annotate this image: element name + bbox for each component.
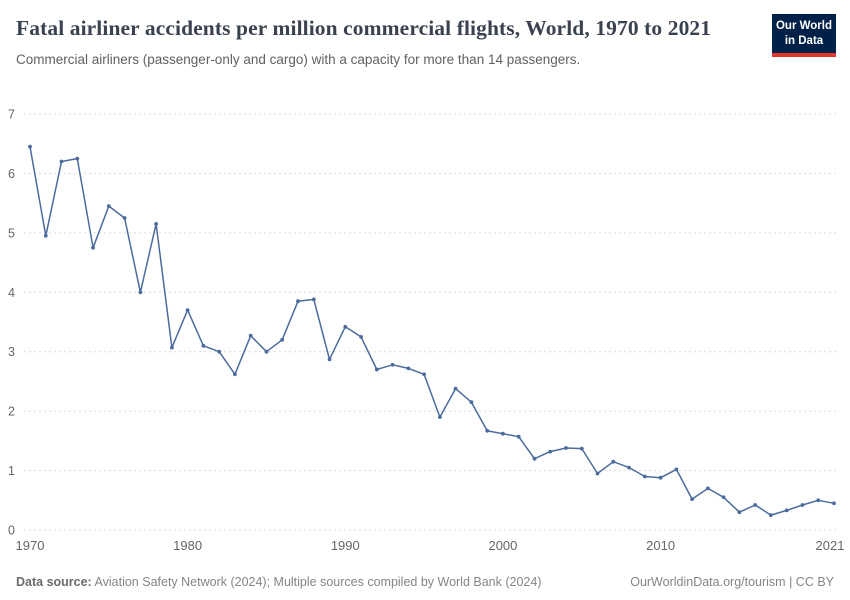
- svg-text:2000: 2000: [488, 538, 517, 553]
- data-source-label: Data source:: [16, 574, 92, 589]
- data-source-text: Aviation Safety Network (2024); Multiple…: [91, 574, 542, 589]
- title-block: Fatal airliner accidents per million com…: [16, 14, 711, 69]
- logo-line-1: Our World: [775, 20, 832, 32]
- chart-subtitle: Commercial airliners (passenger-only and…: [16, 52, 581, 68]
- svg-text:4: 4: [8, 286, 15, 300]
- svg-text:1990: 1990: [331, 538, 360, 553]
- svg-text:2: 2: [8, 405, 15, 419]
- svg-text:1: 1: [8, 464, 15, 478]
- chart-footer: Data source: Aviation Safety Network (20…: [16, 574, 834, 590]
- credit-link[interactable]: OurWorldinData.org/tourism | CC BY: [630, 574, 834, 589]
- line-chart: 0 1 2 3 4 5 6 7 1970 1980 1990 2000 2010 2021: [0, 100, 850, 560]
- line-chart-canvas: 0 1 2 3 4 5 6 7 1970 1980 1990 2000 2010 2021: [8, 108, 845, 554]
- svg-text:2010: 2010: [646, 538, 675, 553]
- logo-line-2: in Data: [784, 34, 824, 47]
- page-title: Fatal airliner accidents per million com…: [16, 16, 712, 40]
- owid-logo: Our World in Data: [772, 14, 836, 57]
- svg-text:6: 6: [8, 167, 15, 181]
- svg-text:1970: 1970: [16, 538, 45, 553]
- data-source-note: Data source: Aviation Safety Network (20…: [16, 574, 541, 590]
- chart-header: Fatal airliner accidents per million com…: [0, 0, 850, 69]
- svg-text:5: 5: [8, 226, 15, 240]
- svg-text:7: 7: [8, 108, 15, 122]
- svg-text:2021: 2021: [816, 538, 845, 553]
- svg-text:0: 0: [8, 524, 15, 538]
- svg-text:1980: 1980: [173, 538, 202, 553]
- svg-text:3: 3: [8, 345, 15, 359]
